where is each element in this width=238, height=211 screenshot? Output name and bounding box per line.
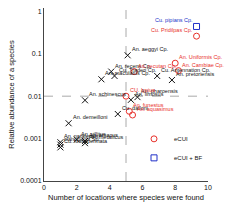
svg-text:2: 2 [75, 184, 79, 191]
svg-text:Number of locations where spec: Number of locations where species were f… [48, 193, 204, 202]
svg-text:0.001: 0.001 [24, 135, 42, 142]
svg-text:Cu. fuscopennata: Cu. fuscopennata [64, 138, 108, 144]
svg-text:Cu. pipians Cp.: Cu. pipians Cp. [155, 17, 193, 23]
svg-text:An. schinescus: An. schinescus [89, 91, 126, 97]
svg-text:0.01: 0.01 [28, 93, 42, 100]
svg-text:eCUI: eCUI [174, 136, 188, 142]
svg-text:An. demeilloni: An. demeilloni [73, 114, 108, 120]
svg-text:An. Cambiae Cp.: An. Cambiae Cp. [182, 62, 224, 68]
svg-text:10: 10 [204, 184, 212, 191]
svg-text:8: 8 [173, 184, 177, 191]
svg-text:CU. lypius: CU. lypius [130, 87, 155, 93]
svg-text:An. limosus: An. limosus [135, 91, 164, 97]
svg-text:Cu. dalloni: Cu. dalloni [122, 105, 148, 111]
svg-text:An. Uniformis Cp.: An. Uniformis Cp. [179, 54, 223, 60]
svg-text:An. recens Cp.: An. recens Cp. [115, 63, 152, 69]
svg-text:An. natalensis: An. natalensis [64, 133, 99, 139]
svg-text:Cu. Pridilpas Cp.: Cu. Pridilpas Cp. [151, 27, 193, 33]
svg-text:An. villitus: An. villitus [81, 131, 106, 137]
svg-text:4: 4 [108, 184, 112, 191]
svg-text:Cu. Antennation Cp.: Cu. Antennation Cp. [161, 67, 211, 73]
svg-text:An. aquasimus: An. aquasimus [137, 106, 174, 112]
svg-text:eCUI + BF: eCUI + BF [174, 155, 203, 161]
svg-text:An. amacus: An. amacus [89, 132, 118, 138]
svg-text:An. funestus: An. funestus [133, 102, 164, 108]
svg-text:An. maculatus Cp.: An. maculatus Cp. [105, 70, 150, 76]
svg-text:An. aeggyi Cp.: An. aeggyi Cp. [132, 46, 169, 52]
svg-text:Relative abundance of a specie: Relative abundance of a species [7, 40, 16, 149]
svg-text:1: 1 [38, 8, 42, 15]
svg-text:6: 6 [140, 184, 144, 191]
svg-text:An. pharoensis: An. pharoensis [141, 88, 178, 94]
svg-text:An. pretoriensis: An. pretoriensis [176, 71, 214, 77]
svg-text:0.0001: 0.0001 [20, 177, 42, 184]
svg-text:An. metallicus: An. metallicus [89, 134, 123, 140]
svg-text:clanopenis Sp.: clanopenis Sp. [64, 136, 101, 142]
svg-text:0.1: 0.1 [32, 50, 42, 57]
svg-text:0: 0 [42, 184, 46, 191]
svg-text:An. recutan Cp.: An. recutan Cp. [138, 63, 177, 69]
svg-text:Cu. Traderi Cp.: Cu. Traderi Cp. [119, 67, 157, 73]
